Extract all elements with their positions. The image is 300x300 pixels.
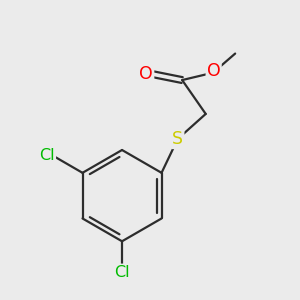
Text: O: O xyxy=(140,64,153,82)
Text: Cl: Cl xyxy=(114,265,130,280)
Text: Cl: Cl xyxy=(39,148,55,163)
Text: S: S xyxy=(172,130,183,148)
Text: O: O xyxy=(207,62,220,80)
